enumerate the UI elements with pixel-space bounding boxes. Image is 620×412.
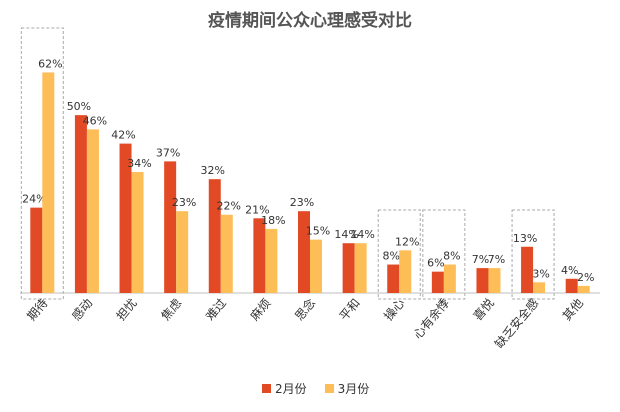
- data-label-mar: 2%: [577, 271, 594, 284]
- bar-feb: [208, 179, 221, 293]
- highlight-box: [20, 27, 64, 300]
- legend-label-mar: 3月份: [337, 382, 370, 396]
- legend-swatch-mar: [324, 384, 334, 393]
- data-label-feb: 42%: [111, 129, 135, 142]
- category-label: 思念: [291, 295, 318, 323]
- category-label: 感动: [68, 295, 95, 323]
- bar-mar: [176, 211, 189, 293]
- category-label: 期待: [24, 296, 50, 323]
- data-label-feb: 37%: [156, 146, 180, 159]
- bar-mar: [42, 72, 55, 293]
- bar-feb: [565, 278, 578, 293]
- bar-mar: [399, 250, 412, 293]
- bar-mar: [533, 282, 546, 293]
- category-label: 其他: [560, 296, 586, 323]
- bar-feb: [387, 264, 400, 293]
- bar-feb: [164, 161, 177, 293]
- legend-label-feb: 2月份: [275, 382, 307, 396]
- bar-feb: [253, 218, 266, 293]
- chart-title: 疫情期间公众心理感受对比: [208, 11, 412, 31]
- legend: 2月份 3月份: [262, 380, 387, 397]
- bar-mar: [86, 129, 99, 293]
- data-label-mar: 15%: [306, 225, 330, 238]
- data-label-mar: 18%: [261, 214, 285, 227]
- bar-feb: [30, 207, 43, 293]
- data-label-feb: 23%: [290, 196, 314, 209]
- bar-feb: [119, 143, 132, 293]
- data-label-feb: 6%: [427, 257, 444, 270]
- data-label-mar: 12%: [395, 235, 419, 248]
- data-label-feb: 7%: [472, 253, 489, 266]
- bar-feb: [342, 243, 355, 293]
- data-label-mar: 34%: [127, 157, 151, 170]
- bar-feb: [74, 115, 87, 294]
- category-label: 平和: [337, 296, 363, 323]
- data-label-mar: 62%: [38, 57, 62, 70]
- data-label-mar: 23%: [172, 196, 196, 209]
- category-label: 喜悦: [471, 296, 497, 323]
- category-label: 焦虑: [158, 296, 184, 323]
- category-label: 担忧: [114, 296, 140, 323]
- data-label-feb: 4%: [561, 264, 578, 277]
- data-label-mar: 3%: [532, 267, 549, 280]
- bar-mar: [443, 264, 456, 293]
- legend-item-mar: 3月份: [324, 380, 370, 397]
- highlight-box: [422, 209, 466, 300]
- bar-mar: [265, 228, 278, 293]
- data-label-mar: 8%: [443, 250, 460, 263]
- data-label-mar: 22%: [217, 200, 241, 213]
- bar-feb: [298, 211, 310, 293]
- bar-mar: [131, 172, 144, 293]
- bar-mar: [488, 268, 501, 293]
- legend-item-feb: 2月份: [262, 380, 307, 397]
- data-label-feb: 24%: [22, 193, 46, 206]
- category-label: 心有余悸: [410, 295, 452, 341]
- bar-feb: [431, 271, 444, 293]
- highlight-box: [511, 209, 555, 300]
- data-label-feb: 21%: [245, 203, 269, 216]
- highlight-box: [377, 209, 421, 300]
- bar-mar: [310, 239, 322, 293]
- data-label-feb: 14%: [334, 228, 358, 241]
- data-label-feb: 32%: [201, 164, 225, 177]
- bar-mar: [354, 243, 367, 293]
- bar-feb: [521, 246, 534, 293]
- bar-feb: [476, 268, 489, 293]
- category-label: 难过: [203, 296, 229, 323]
- data-label-mar: 14%: [350, 228, 374, 241]
- data-label-feb: 8%: [383, 250, 400, 263]
- data-label-feb: 50%: [67, 100, 91, 113]
- legend-swatch-feb: [262, 384, 271, 393]
- data-label-feb: 13%: [513, 232, 537, 245]
- data-label-mar: 46%: [83, 114, 107, 127]
- bar-mar: [577, 285, 590, 293]
- category-label: 缺乏安全感: [491, 295, 541, 351]
- bar-mar: [220, 214, 233, 293]
- data-label-mar: 7%: [488, 253, 505, 266]
- category-label: 麻烦: [247, 295, 274, 323]
